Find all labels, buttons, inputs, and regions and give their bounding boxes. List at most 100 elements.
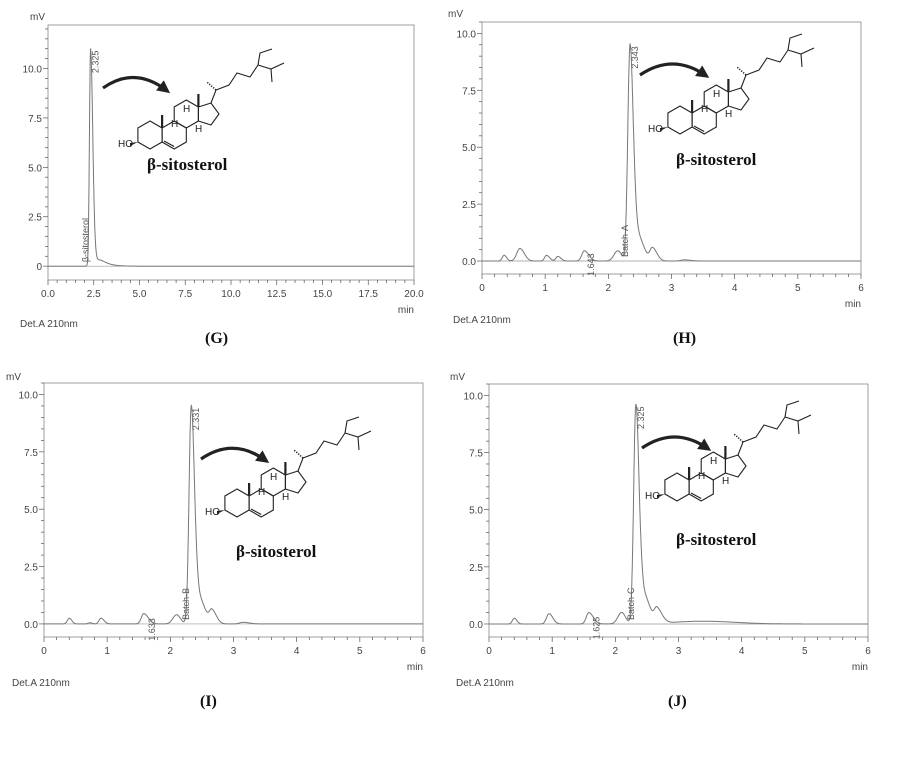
side-chain	[740, 49, 789, 89]
ethyl-branch	[784, 400, 800, 418]
peak-label: Batch-B	[181, 588, 191, 620]
peak-label: β-sitosterol	[81, 218, 91, 262]
x-axis-label: min	[407, 662, 423, 673]
curved-arrow-icon	[641, 435, 712, 451]
peak-label: 1.625	[592, 617, 602, 640]
double-bond	[693, 125, 705, 132]
x-tick-label: 17.5	[359, 289, 379, 300]
ethyl-branch	[257, 48, 273, 66]
y-tick-label: 2.5	[462, 200, 476, 211]
peak-label: 2.331	[191, 408, 201, 431]
h-atom-label: H	[282, 492, 289, 503]
x-axis-label: min	[852, 662, 868, 673]
isopropyl-branch	[787, 47, 815, 55]
peak-label: 2.343	[630, 46, 640, 69]
chromatogram-panel-h: 0 1 2 3 4 5 6 0.0 2.5 5.0 7.5 10.0 mV min Det.A 210nm (…	[448, 9, 864, 347]
hydroxyl-wedge	[660, 127, 668, 131]
x-tick-label: 2	[613, 646, 619, 657]
ring-a	[224, 488, 250, 518]
y-tick-label: 0.0	[462, 257, 476, 268]
double-bond	[690, 492, 702, 499]
x-axis-label: min	[845, 299, 861, 310]
x-tick-label: 5	[802, 646, 808, 657]
curved-arrow-icon	[639, 62, 710, 78]
side-chain	[737, 416, 786, 456]
chromatogram-trace	[489, 403, 868, 625]
x-tick-label: 15.0	[313, 289, 333, 300]
chromatogram-trace	[48, 47, 414, 267]
y-tick-label: 10.0	[464, 391, 484, 402]
x-tick-label: 1	[542, 283, 548, 294]
y-axis-label: mV	[450, 372, 465, 383]
h-atom-label: H	[270, 472, 277, 483]
side-chain	[210, 64, 259, 104]
x-tick-label: 0	[486, 646, 492, 657]
chromatogram-trace	[482, 42, 861, 262]
h-atom-label: H	[195, 124, 202, 135]
c21-methyl	[206, 81, 217, 91]
peak-label: 2.325	[91, 51, 101, 74]
x-tick-label: 4	[294, 646, 300, 657]
y-axis-label: mV	[30, 12, 45, 23]
ring-d	[284, 470, 307, 494]
x-tick-label: 20.0	[404, 289, 424, 300]
isopropyl-methyl	[800, 53, 803, 68]
y-tick-label: 5.0	[28, 163, 42, 174]
x-tick-label: 2.5	[87, 289, 101, 300]
x-tick-label: 5	[357, 646, 363, 657]
y-tick-label: 5.0	[469, 506, 483, 517]
y-tick-label: 5.0	[24, 505, 38, 516]
y-axis-label: mV	[6, 372, 21, 383]
y-tick-label: 10.0	[19, 390, 39, 401]
side-chain	[297, 432, 346, 472]
y-tick-label: 2.5	[469, 563, 483, 574]
x-tick-label: 3	[676, 646, 682, 657]
double-bond	[163, 140, 175, 147]
panel-label: (I)	[200, 693, 217, 710]
compound-name: β-sitosterol	[676, 530, 757, 549]
plot-frame	[43, 382, 424, 638]
peak-label: 1.643	[586, 253, 596, 276]
ethyl-branch	[787, 33, 803, 51]
x-tick-label: 4	[739, 646, 745, 657]
hydroxyl-wedge	[657, 494, 665, 498]
ring-d	[727, 87, 750, 111]
x-tick-label: 6	[865, 646, 871, 657]
peak-label: Batch-C	[626, 587, 636, 620]
y-tick-label: 10.0	[457, 29, 477, 40]
x-tick-label: 5	[795, 283, 801, 294]
curved-arrow-icon	[200, 446, 270, 463]
h-atom-label: H	[725, 109, 732, 120]
ring-d	[197, 102, 220, 126]
chromatogram-panel-g: 0.0 2.5 5.0 7.5 10.0 12.5 15.0 17.5 20.0 0 2.5 5.0 7…	[20, 12, 424, 347]
y-tick-label: 5.0	[462, 143, 476, 154]
hydroxyl-label: HO	[648, 124, 663, 135]
y-tick-label: 10.0	[23, 64, 43, 75]
isopropyl-methyl	[357, 436, 360, 451]
x-tick-label: 3	[231, 646, 237, 657]
c21-methyl	[733, 433, 744, 443]
isopropyl-methyl	[797, 420, 800, 435]
h-atom-label: H	[713, 89, 720, 100]
c21-methyl	[293, 449, 304, 459]
x-tick-label: 12.5	[267, 289, 287, 300]
y-tick-label: 0.0	[24, 620, 38, 631]
x-tick-label: 3	[669, 283, 675, 294]
plot-frame	[488, 383, 869, 638]
hydroxyl-label: HO	[118, 139, 133, 150]
y-tick-label: 7.5	[469, 449, 483, 460]
y-axis-label: mV	[448, 9, 463, 20]
x-tick-label: 1	[104, 646, 110, 657]
h-atom-label: H	[698, 471, 705, 482]
h-atom-label: H	[710, 456, 717, 467]
y-tick-label: 7.5	[28, 114, 42, 125]
x-tick-label: 2	[606, 283, 612, 294]
y-tick-label: 0	[36, 262, 42, 273]
h-atom-label: H	[722, 476, 729, 487]
compound-name: β-sitosterol	[147, 155, 228, 174]
peak-label: Batch-A	[620, 225, 630, 257]
